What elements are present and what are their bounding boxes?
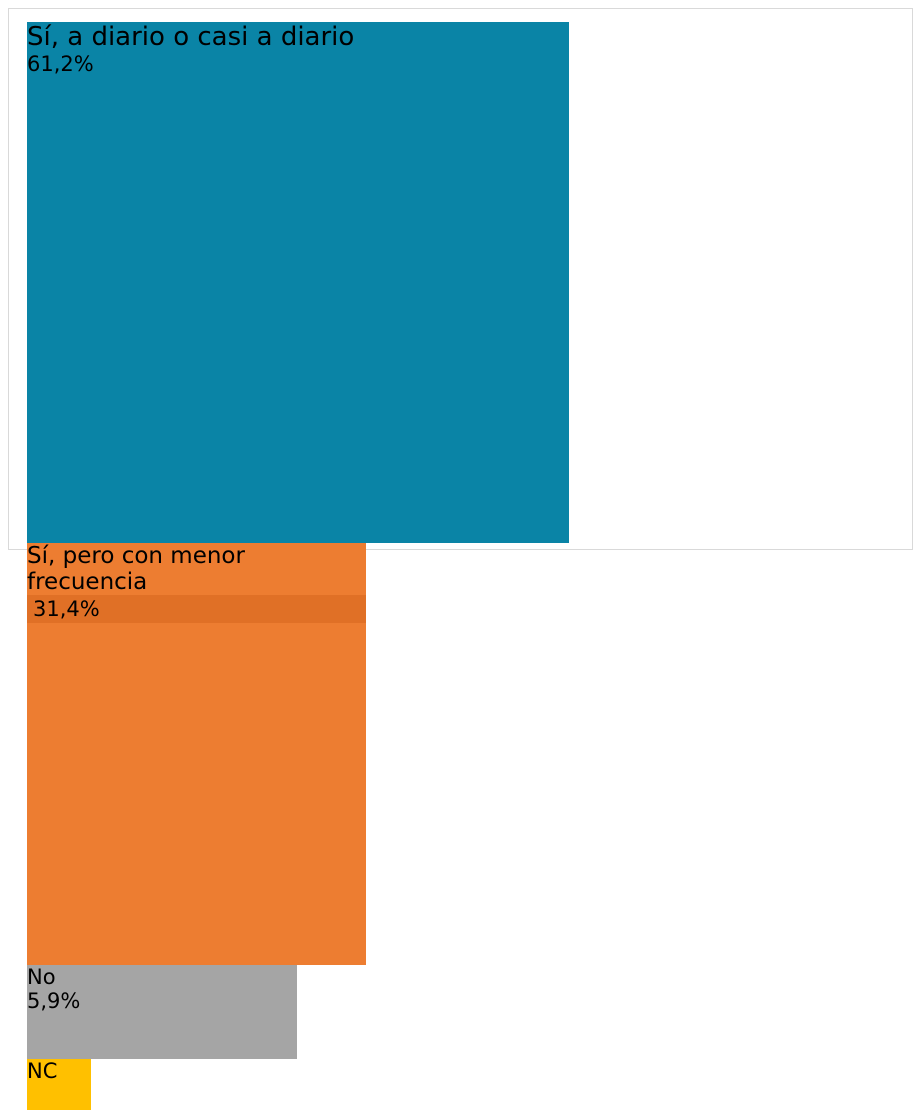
treemap-cell: Sí, a diario o casi a diario 61,2% xyxy=(27,22,570,543)
category-label: NC xyxy=(27,1058,58,1083)
category-label: No xyxy=(27,964,56,989)
value-label: 61,2% xyxy=(27,52,94,76)
treemap: Sí, a diario o casi a diario 61,2% Sí, per… xyxy=(27,22,913,1110)
category-label: Sí, a diario o casi a diario xyxy=(27,22,355,52)
value-label: 5,9% xyxy=(27,988,81,1013)
treemap-cell: NC xyxy=(27,1058,91,1110)
category-label: Sí, pero con menor frecuencia xyxy=(27,543,245,595)
chart-frame xyxy=(8,8,913,550)
treemap-cell: Sí, pero con menor frecuencia 31,4% xyxy=(27,543,366,965)
treemap-cell: No 5,9% xyxy=(27,964,298,1059)
value-label: 31,4% xyxy=(27,595,366,623)
